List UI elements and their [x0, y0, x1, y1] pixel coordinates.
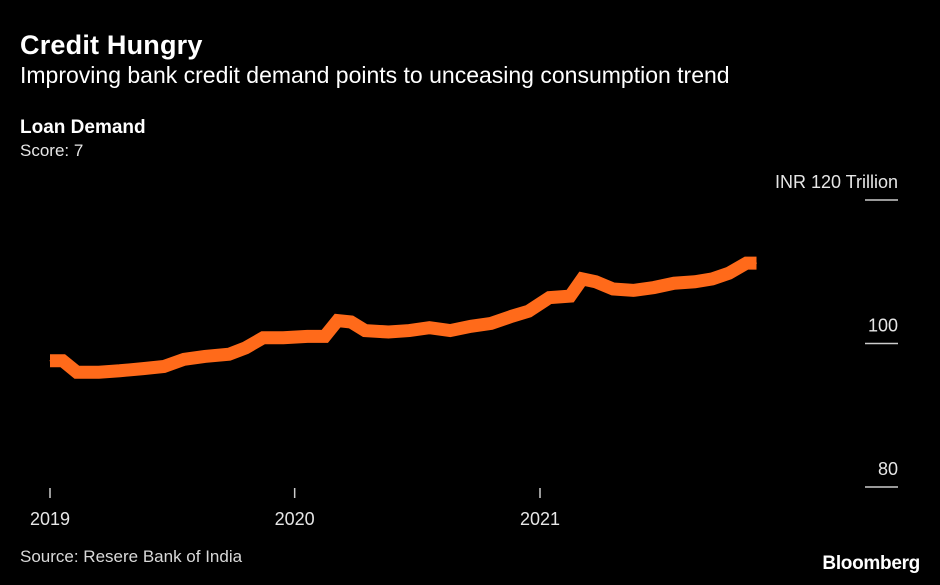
- data-point: [511, 315, 513, 317]
- chart-title: Credit Hungry: [20, 30, 203, 60]
- data-point: [711, 278, 713, 280]
- data-point: [581, 278, 583, 280]
- data-point: [119, 370, 121, 372]
- data-point: [548, 297, 550, 299]
- data-point: [756, 262, 758, 264]
- data-point: [745, 262, 747, 264]
- data-point: [282, 337, 284, 339]
- data-point: [62, 360, 64, 362]
- x-tick-label: 2020: [275, 509, 315, 529]
- data-point: [245, 347, 247, 349]
- data-point: [228, 353, 230, 355]
- y-tick-label: 100: [868, 316, 898, 336]
- data-point: [490, 322, 492, 324]
- data-point: [673, 282, 675, 284]
- metric-label: Loan Demand: [20, 117, 146, 138]
- x-tick-label: 2021: [520, 509, 560, 529]
- data-point: [595, 281, 597, 283]
- data-point: [337, 320, 339, 322]
- data-point: [528, 310, 530, 312]
- data-point: [49, 360, 51, 362]
- chart-series: [49, 256, 758, 379]
- score-label: Score: 7: [20, 141, 84, 160]
- data-point: [98, 371, 100, 373]
- data-point: [324, 335, 326, 337]
- data-point: [142, 368, 144, 370]
- data-point: [632, 289, 634, 291]
- data-point: [204, 355, 206, 357]
- data-point: [653, 287, 655, 289]
- data-point: [388, 331, 390, 333]
- data-point: [728, 272, 730, 274]
- brand-logo: Bloomberg: [822, 553, 920, 574]
- chart-subtitle: Improving bank credit demand points to u…: [20, 62, 730, 88]
- y-tick-label: 80: [878, 459, 898, 479]
- data-point: [612, 288, 614, 290]
- data-point: [470, 325, 472, 327]
- data-point: [449, 330, 451, 332]
- data-point: [183, 358, 185, 360]
- chart-axes: INR 120 Trillion 100 80 2019 2020 2021: [30, 172, 898, 529]
- data-point: [694, 281, 696, 283]
- data-point: [408, 330, 410, 332]
- series-line: [50, 256, 757, 379]
- source-note: Source: Resere Bank of India: [20, 547, 243, 566]
- data-point: [163, 365, 165, 367]
- data-point: [262, 337, 264, 339]
- data-point: [364, 330, 366, 332]
- x-tick-label: 2019: [30, 509, 70, 529]
- data-point: [306, 335, 308, 337]
- data-point: [569, 295, 571, 297]
- data-point: [428, 327, 430, 329]
- data-point: [76, 371, 78, 373]
- data-point: [350, 321, 352, 323]
- y-tick-label: INR 120 Trillion: [775, 172, 898, 192]
